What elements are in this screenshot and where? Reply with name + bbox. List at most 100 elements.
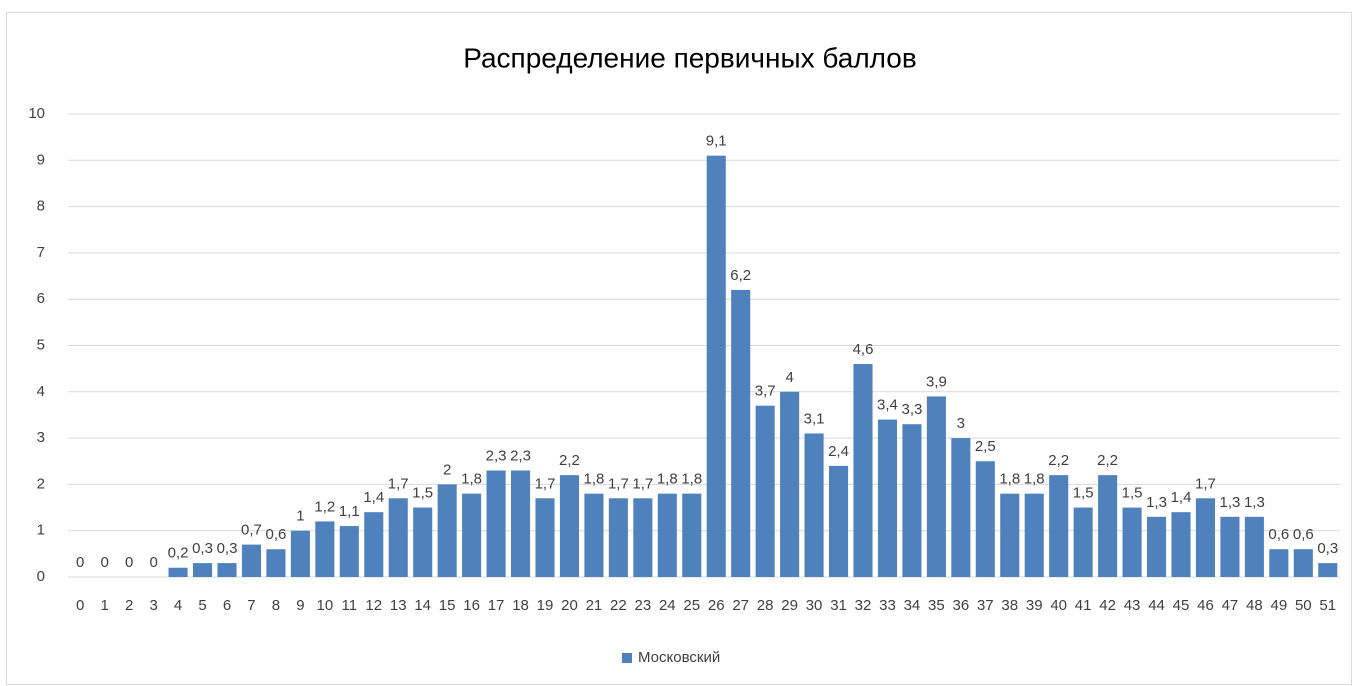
value-label: 1,8 — [657, 471, 678, 488]
x-tick-label: 51 — [1319, 597, 1336, 614]
bar — [902, 424, 922, 577]
bar — [535, 498, 555, 577]
value-label: 1,8 — [461, 471, 482, 488]
bar — [168, 567, 188, 577]
bar — [559, 475, 580, 577]
value-label: 0,6 — [265, 526, 286, 543]
value-label: 2,5 — [975, 438, 996, 455]
x-tick-label: 12 — [365, 597, 382, 614]
value-label: 0,7 — [241, 522, 262, 539]
value-label: 1,4 — [363, 489, 384, 506]
value-label: 1,4 — [1171, 489, 1192, 506]
bar — [413, 507, 433, 577]
bar — [217, 563, 237, 577]
y-tick-label: 9 — [37, 151, 45, 168]
x-tick-label: 44 — [1148, 597, 1165, 614]
x-tick-label: 19 — [537, 597, 554, 614]
value-label: 9,1 — [706, 133, 727, 150]
x-tick-label: 38 — [1001, 597, 1018, 614]
bar — [951, 438, 971, 577]
value-label: 1,2 — [314, 498, 335, 515]
value-label: 3,4 — [877, 397, 898, 414]
value-label: 6,2 — [730, 267, 751, 284]
x-tick-label: 43 — [1124, 597, 1141, 614]
x-tick-label: 13 — [390, 597, 407, 614]
bar — [1244, 516, 1264, 577]
value-label: 2,2 — [559, 452, 580, 469]
value-label: 1,5 — [1073, 485, 1094, 502]
x-tick-label: 17 — [488, 597, 505, 614]
x-tick-label: 24 — [659, 597, 676, 614]
x-tick-label: 50 — [1295, 597, 1312, 614]
bar — [266, 549, 286, 577]
x-tick-label: 11 — [342, 597, 358, 614]
bar — [975, 461, 995, 577]
bar — [1049, 475, 1069, 577]
value-label: 1,7 — [1195, 475, 1216, 492]
value-label: 1,5 — [1122, 485, 1143, 502]
value-label: 1,8 — [1024, 471, 1045, 488]
value-label: 3,9 — [926, 373, 947, 390]
x-tick-label: 15 — [439, 597, 456, 614]
value-label: 3 — [957, 415, 965, 432]
value-label: 2,4 — [828, 443, 849, 460]
x-tick-label: 28 — [757, 597, 774, 614]
y-tick-label: 4 — [37, 383, 45, 400]
value-label: 1,3 — [1146, 494, 1167, 511]
bar — [1146, 516, 1167, 577]
x-tick-label: 2 — [125, 597, 133, 614]
bar — [780, 391, 800, 577]
x-tick-label: 35 — [928, 597, 945, 614]
bar — [315, 521, 335, 577]
y-tick-label: 1 — [37, 522, 45, 539]
chart-frame — [6, 12, 1352, 685]
value-label: 0,3 — [217, 540, 238, 557]
value-label: 1,7 — [608, 475, 629, 492]
bar — [877, 419, 898, 577]
x-tick-label: 9 — [296, 597, 304, 614]
value-label: 2,3 — [486, 447, 507, 464]
x-tick-label: 33 — [879, 597, 896, 614]
value-label: 1,8 — [583, 471, 604, 488]
bar — [1024, 493, 1044, 577]
bar — [633, 498, 653, 577]
x-tick-label: 6 — [223, 597, 231, 614]
bar — [388, 498, 408, 577]
bar — [437, 484, 457, 577]
x-tick-label: 29 — [781, 597, 798, 614]
value-label: 1,5 — [412, 485, 433, 502]
x-tick-label: 47 — [1222, 597, 1239, 614]
y-tick-label: 2 — [37, 475, 45, 492]
x-tick-label: 30 — [806, 597, 823, 614]
bar — [731, 289, 751, 577]
value-label: 3,1 — [804, 410, 825, 427]
x-tick-label: 1 — [101, 597, 109, 614]
bar — [682, 493, 702, 577]
bar — [462, 493, 482, 577]
bar — [755, 405, 775, 577]
value-label: 0 — [76, 554, 84, 571]
x-tick-label: 25 — [683, 597, 700, 614]
value-label: 4 — [785, 369, 793, 386]
bar — [828, 465, 849, 577]
y-tick-label: 6 — [37, 290, 45, 307]
x-tick-label: 42 — [1099, 597, 1116, 614]
x-tick-label: 49 — [1271, 597, 1288, 614]
value-label: 4,6 — [853, 341, 874, 358]
x-tick-label: 21 — [586, 597, 603, 614]
bar — [486, 470, 506, 577]
value-label: 0 — [101, 554, 109, 571]
bar — [339, 526, 359, 577]
x-tick-label: 14 — [414, 597, 431, 614]
value-label: 1,8 — [681, 471, 702, 488]
x-tick-label: 41 — [1075, 597, 1092, 614]
x-tick-label: 4 — [174, 597, 182, 614]
y-tick-label: 3 — [37, 429, 45, 446]
bar — [1098, 475, 1118, 577]
value-label: 0,6 — [1268, 526, 1289, 543]
value-label: 1,3 — [1244, 494, 1265, 511]
bar — [1293, 549, 1313, 577]
x-tick-label: 48 — [1246, 597, 1263, 614]
y-tick-label: 8 — [37, 198, 45, 215]
